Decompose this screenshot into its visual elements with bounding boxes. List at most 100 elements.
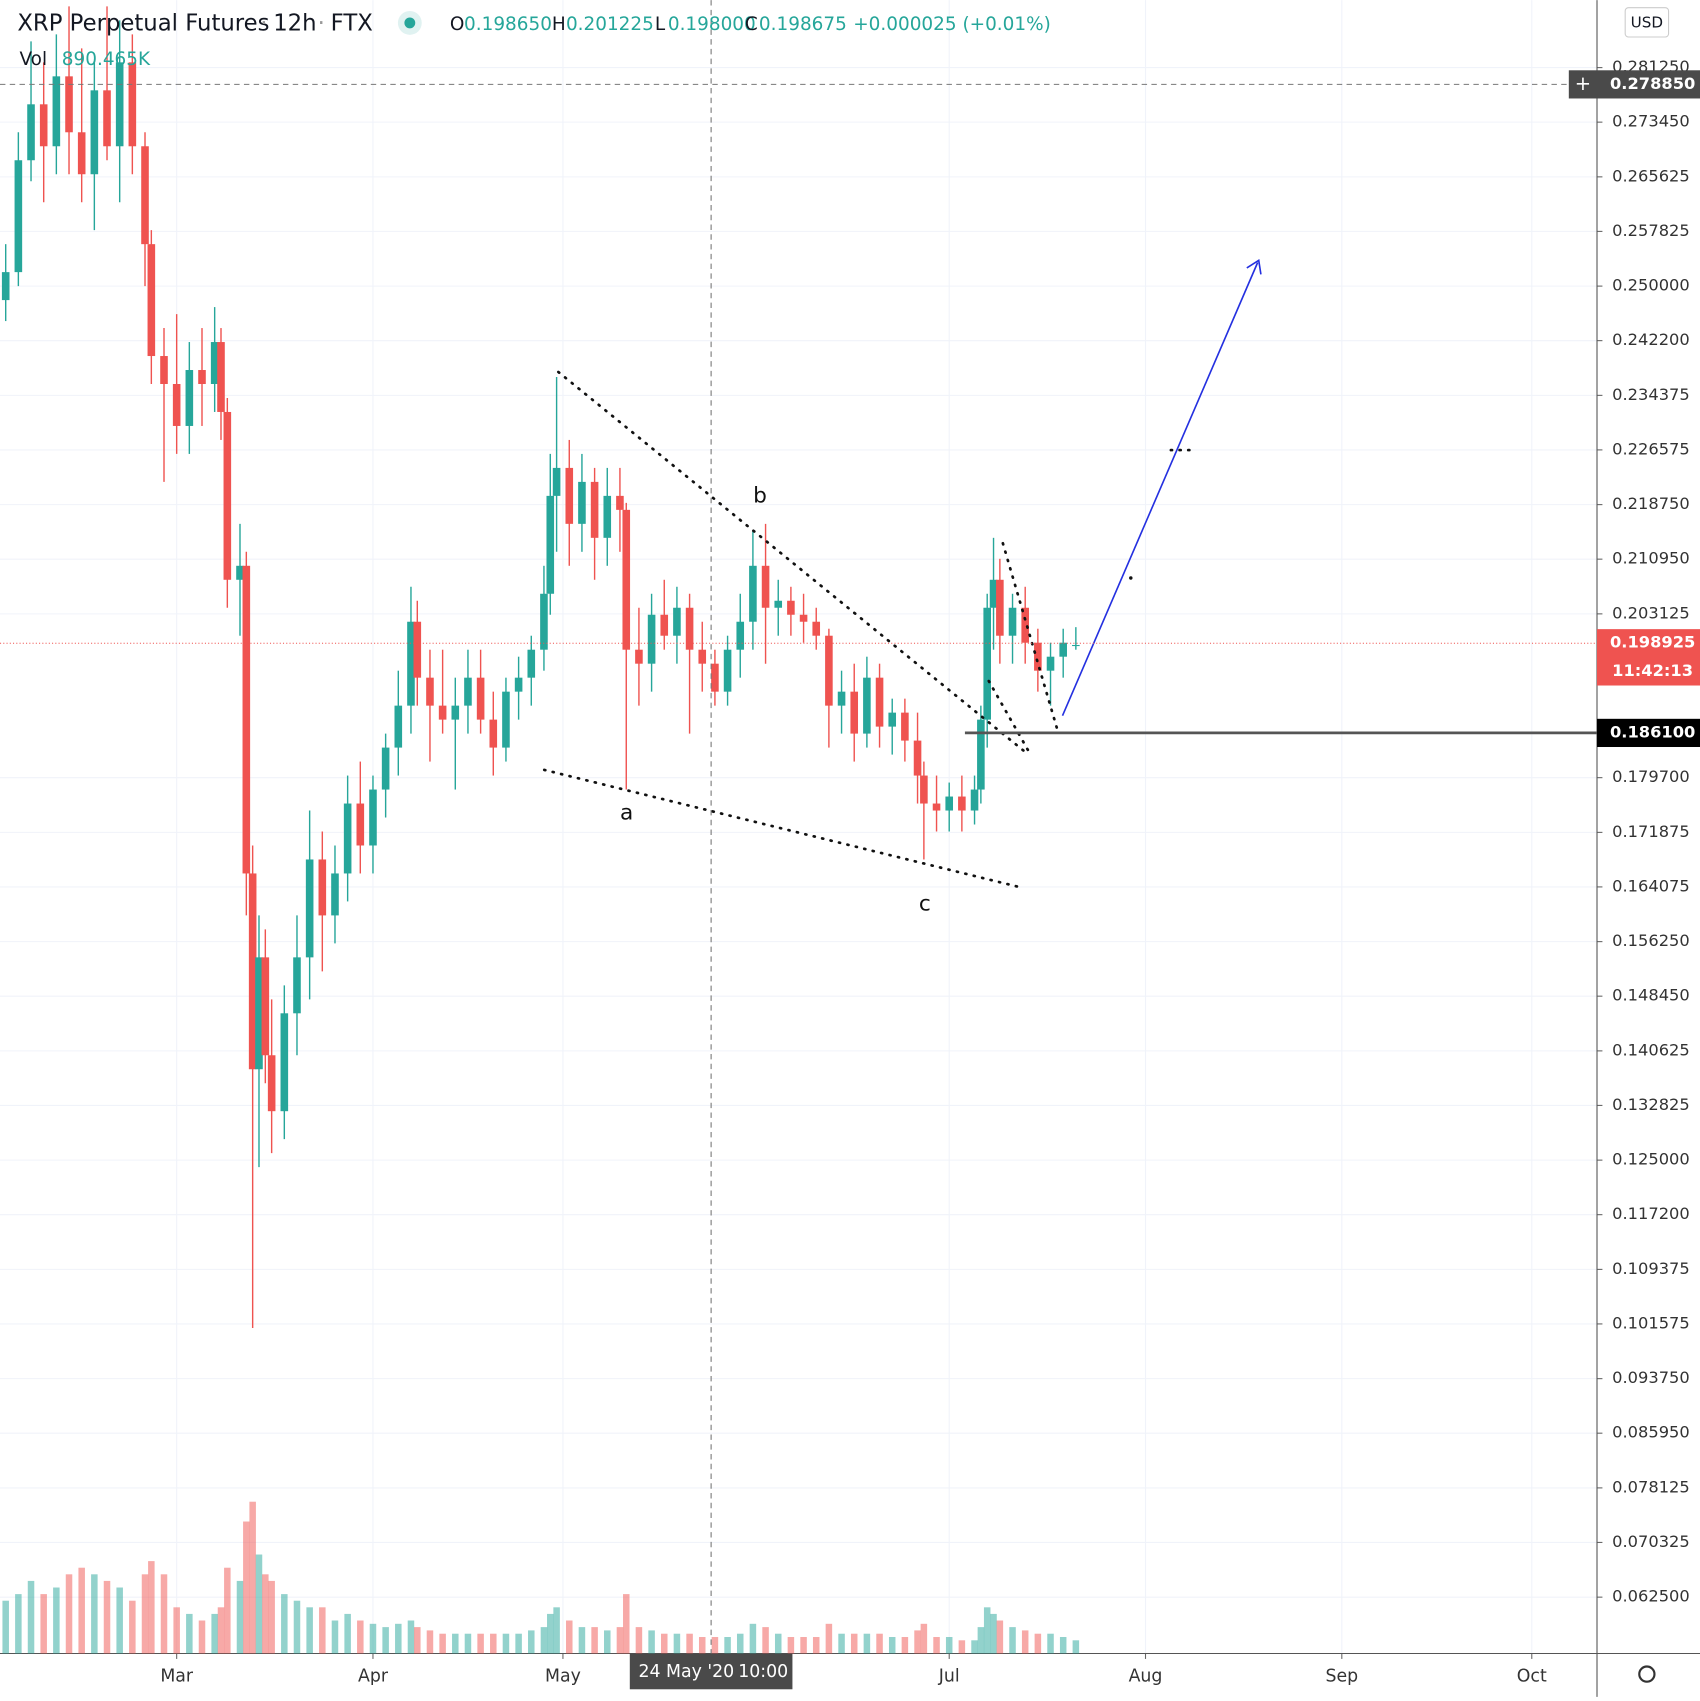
volume-bar <box>414 1627 421 1654</box>
volume-bar <box>774 1633 782 1654</box>
volume-bar <box>850 1633 858 1654</box>
x-tick-label: Aug <box>1129 1666 1163 1686</box>
change: +0.000025 (+0.01%) <box>853 14 1051 35</box>
volume-bar <box>78 1567 85 1654</box>
x-tick-label: Oct <box>1517 1666 1547 1686</box>
candle-body <box>1046 656 1055 671</box>
candle-body <box>540 593 548 650</box>
volume-bar <box>1009 1627 1016 1654</box>
candle-body <box>77 132 86 175</box>
candle-body <box>141 146 149 245</box>
candle-body <box>825 635 833 706</box>
volume-bar <box>686 1633 693 1654</box>
currency[interactable]: USD <box>1631 13 1663 31</box>
volume-bar <box>736 1633 744 1654</box>
candle-body <box>267 1055 276 1112</box>
candle-body <box>863 677 871 734</box>
volume-bar <box>426 1630 434 1654</box>
arrow-head <box>1246 258 1262 275</box>
candle-body <box>875 677 884 727</box>
candle-body <box>622 509 631 650</box>
volume-bar <box>186 1613 193 1654</box>
volume-bar <box>648 1630 655 1654</box>
candle-body <box>236 565 244 580</box>
currency-button[interactable]: USD <box>1624 7 1670 38</box>
volume-bar <box>224 1567 231 1654</box>
candle-body <box>673 607 681 636</box>
currency-box[interactable] <box>1624 7 1670 38</box>
candle-body <box>723 649 732 692</box>
candle-body <box>920 775 928 804</box>
volume-bar <box>344 1613 351 1654</box>
volume-bar <box>395 1623 402 1654</box>
candle-body <box>451 705 460 720</box>
y-tick-label: 0.148450 <box>1612 986 1690 1005</box>
volume-bar <box>812 1637 820 1654</box>
volume-bar <box>901 1637 909 1654</box>
y-tick-label: 0.242200 <box>1612 330 1690 349</box>
volume-bar <box>800 1637 807 1654</box>
ohlc-value: 0.198675 <box>759 14 847 35</box>
volume-bar <box>888 1637 896 1654</box>
volume-bar <box>293 1600 301 1654</box>
volume-bar <box>148 1561 155 1654</box>
candle-body <box>65 76 73 133</box>
candle-body <box>945 796 954 811</box>
y-tick-label: 0.085950 <box>1612 1423 1690 1442</box>
symbol-title: XRP Perpetual Futures <box>17 10 269 36</box>
candle-body <box>172 383 181 426</box>
volume-bar <box>357 1620 364 1654</box>
volume-bar <box>382 1627 389 1654</box>
crosshair-price-box <box>1597 70 1700 99</box>
candle-body <box>514 677 523 692</box>
volume-bar <box>540 1627 548 1654</box>
volume-bar <box>977 1627 985 1654</box>
candle-body <box>147 244 156 357</box>
volume-bar <box>369 1623 377 1654</box>
candle-body <box>996 579 1004 636</box>
volume-bar <box>990 1613 997 1654</box>
candle-body <box>160 356 168 384</box>
candle-body <box>552 467 561 496</box>
candle-body <box>280 1013 289 1112</box>
volume-bar <box>464 1633 472 1654</box>
x-tick-label: Sep <box>1325 1666 1358 1686</box>
y-tick-label: 0.171875 <box>1612 822 1690 841</box>
y-tick-label: 0.140625 <box>1612 1040 1690 1059</box>
volume-bar <box>566 1620 573 1654</box>
candle-body <box>901 712 909 741</box>
volume-bar <box>198 1620 206 1654</box>
candle-body <box>799 614 808 622</box>
volume-bar <box>103 1580 111 1654</box>
settings-button[interactable] <box>1638 1665 1656 1683</box>
candle-body <box>39 104 48 147</box>
settings-icon[interactable] <box>1638 1665 1656 1683</box>
candle-body <box>565 467 574 524</box>
candle-body <box>660 614 669 636</box>
volume-bar <box>1047 1633 1054 1654</box>
volume-bar <box>914 1630 921 1654</box>
candle-body <box>603 495 612 538</box>
volume-bar <box>477 1633 484 1654</box>
volume-bar <box>65 1574 73 1654</box>
trend-line <box>1001 541 1059 731</box>
volume-bar <box>578 1627 586 1654</box>
x-tick-label: Mar <box>160 1666 194 1686</box>
candle-body <box>989 579 998 608</box>
y-tick-label: 0.156250 <box>1612 931 1690 950</box>
candle-body <box>248 873 257 1070</box>
candle-body <box>698 649 707 664</box>
volume-bar <box>1034 1633 1042 1654</box>
volume-bar <box>129 1600 136 1654</box>
ohlc-label: H <box>552 14 566 35</box>
ohlc-label: C <box>745 14 758 35</box>
candle-body <box>787 600 795 615</box>
candle-body <box>413 621 422 678</box>
volume-bar <box>249 1501 256 1654</box>
volume-bar <box>1059 1637 1067 1654</box>
candle-body <box>1059 642 1067 657</box>
candle-body <box>590 481 599 538</box>
candle-body <box>103 90 111 147</box>
